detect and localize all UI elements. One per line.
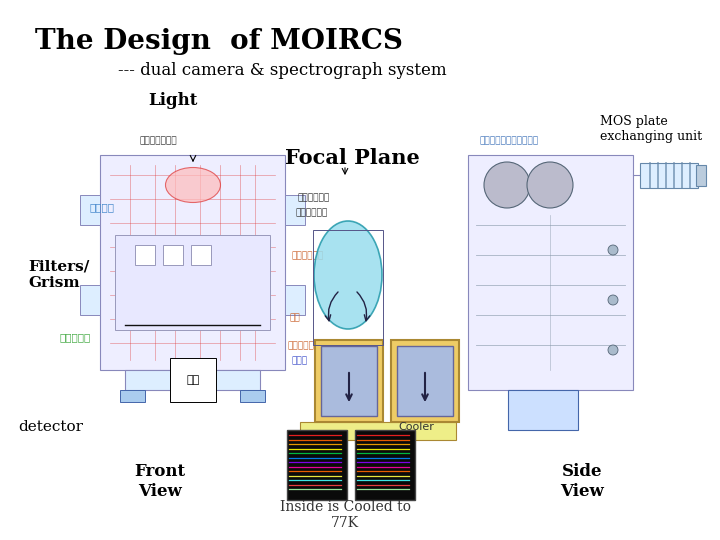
- Bar: [508, 390, 578, 430]
- Text: Light: Light: [148, 92, 197, 109]
- Text: 検出器: 検出器: [292, 356, 308, 365]
- Text: 多層断熱膜: 多層断熱膜: [60, 332, 91, 342]
- Circle shape: [608, 295, 618, 305]
- Text: Side
View: Side View: [560, 463, 604, 500]
- Bar: [163, 245, 183, 265]
- Bar: [100, 155, 285, 370]
- Text: Inside is Cooled to
77K: Inside is Cooled to 77K: [279, 500, 410, 530]
- Bar: [125, 370, 260, 390]
- Text: Focal Plane: Focal Plane: [285, 148, 420, 168]
- Text: 望遠鏡からの光: 望遠鏡からの光: [140, 136, 178, 145]
- Text: 光学系（コリ: 光学系（コリ: [292, 251, 324, 260]
- Text: --- dual camera & spectrograph system: --- dual camera & spectrograph system: [118, 62, 446, 79]
- Circle shape: [608, 245, 618, 255]
- Bar: [468, 155, 633, 390]
- Ellipse shape: [314, 221, 382, 329]
- Text: The Design  of MOIRCS: The Design of MOIRCS: [35, 28, 403, 55]
- Text: detector: detector: [18, 420, 83, 434]
- Text: Filters/
Grism: Filters/ Grism: [28, 260, 89, 290]
- Circle shape: [527, 162, 573, 208]
- Bar: [191, 245, 211, 265]
- Text: フィ: フィ: [290, 313, 301, 322]
- Bar: [696, 165, 706, 186]
- Bar: [120, 390, 145, 402]
- Bar: [135, 245, 155, 265]
- Circle shape: [484, 162, 530, 208]
- Bar: [321, 346, 377, 416]
- Circle shape: [608, 345, 618, 355]
- Text: 正面: 正面: [186, 375, 199, 385]
- Bar: [300, 422, 456, 440]
- Bar: [397, 346, 453, 416]
- Bar: [313, 230, 383, 345]
- Bar: [287, 430, 347, 500]
- Text: デュワー: デュワー: [90, 202, 115, 212]
- Text: 望遠鏡焦点面: 望遠鏡焦点面: [297, 193, 329, 202]
- Bar: [80, 195, 100, 225]
- Ellipse shape: [166, 167, 220, 202]
- Text: MOS plate
exchanging unit: MOS plate exchanging unit: [600, 115, 702, 143]
- Text: 望遠鏡焦点面: 望遠鏡焦点面: [295, 208, 328, 217]
- Bar: [240, 390, 265, 402]
- Text: マルチスリット交換機構: マルチスリット交換機構: [480, 136, 539, 145]
- Bar: [80, 285, 100, 315]
- Bar: [285, 285, 305, 315]
- Text: Front
View: Front View: [135, 463, 186, 500]
- Text: Cooler: Cooler: [398, 422, 434, 432]
- Bar: [315, 340, 383, 422]
- Bar: [115, 235, 270, 330]
- Bar: [391, 340, 459, 422]
- Bar: [640, 163, 698, 188]
- Text: 光学系（カ: 光学系（カ: [288, 341, 315, 350]
- Bar: [355, 430, 415, 500]
- Bar: [285, 195, 305, 225]
